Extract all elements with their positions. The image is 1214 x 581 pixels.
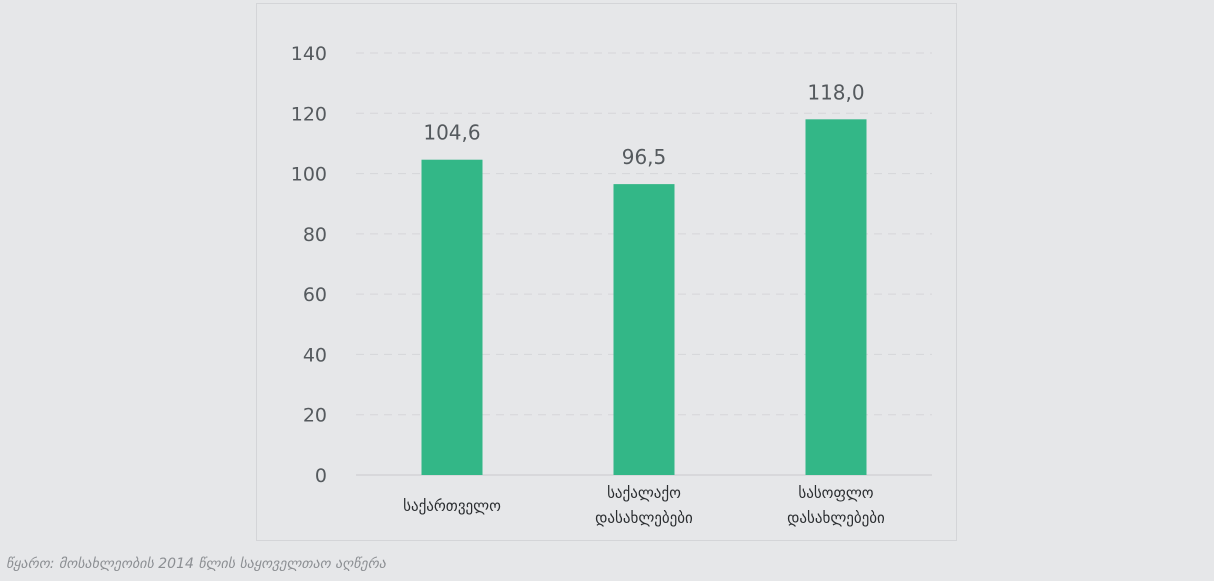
source-note: წყარო: მოსახლეობის 2014 წლის საყოველთაო …	[6, 556, 386, 572]
y-tick-label: 100	[291, 164, 327, 186]
y-tick-label: 140	[291, 43, 327, 65]
x-tick-label: საქალაქო	[607, 484, 681, 502]
x-tick-label: საქართველო	[403, 497, 501, 515]
y-tick-label: 40	[303, 344, 327, 366]
data-label: 96,5	[622, 145, 667, 169]
bar	[421, 159, 483, 475]
y-tick-label: 60	[303, 284, 327, 306]
y-tick-label: 0	[315, 465, 327, 487]
x-tick-label: დასახლებები	[595, 509, 693, 527]
y-tick-label: 80	[303, 224, 327, 246]
bar	[805, 119, 867, 476]
y-tick-label: 120	[291, 103, 327, 125]
data-label: 104,6	[423, 121, 480, 145]
bar	[613, 184, 675, 475]
data-label: 118,0	[807, 80, 864, 104]
y-tick-label: 20	[303, 405, 327, 427]
x-tick-label: დასახლებები	[787, 509, 885, 527]
x-tick-label: სასოფლო	[798, 484, 873, 502]
